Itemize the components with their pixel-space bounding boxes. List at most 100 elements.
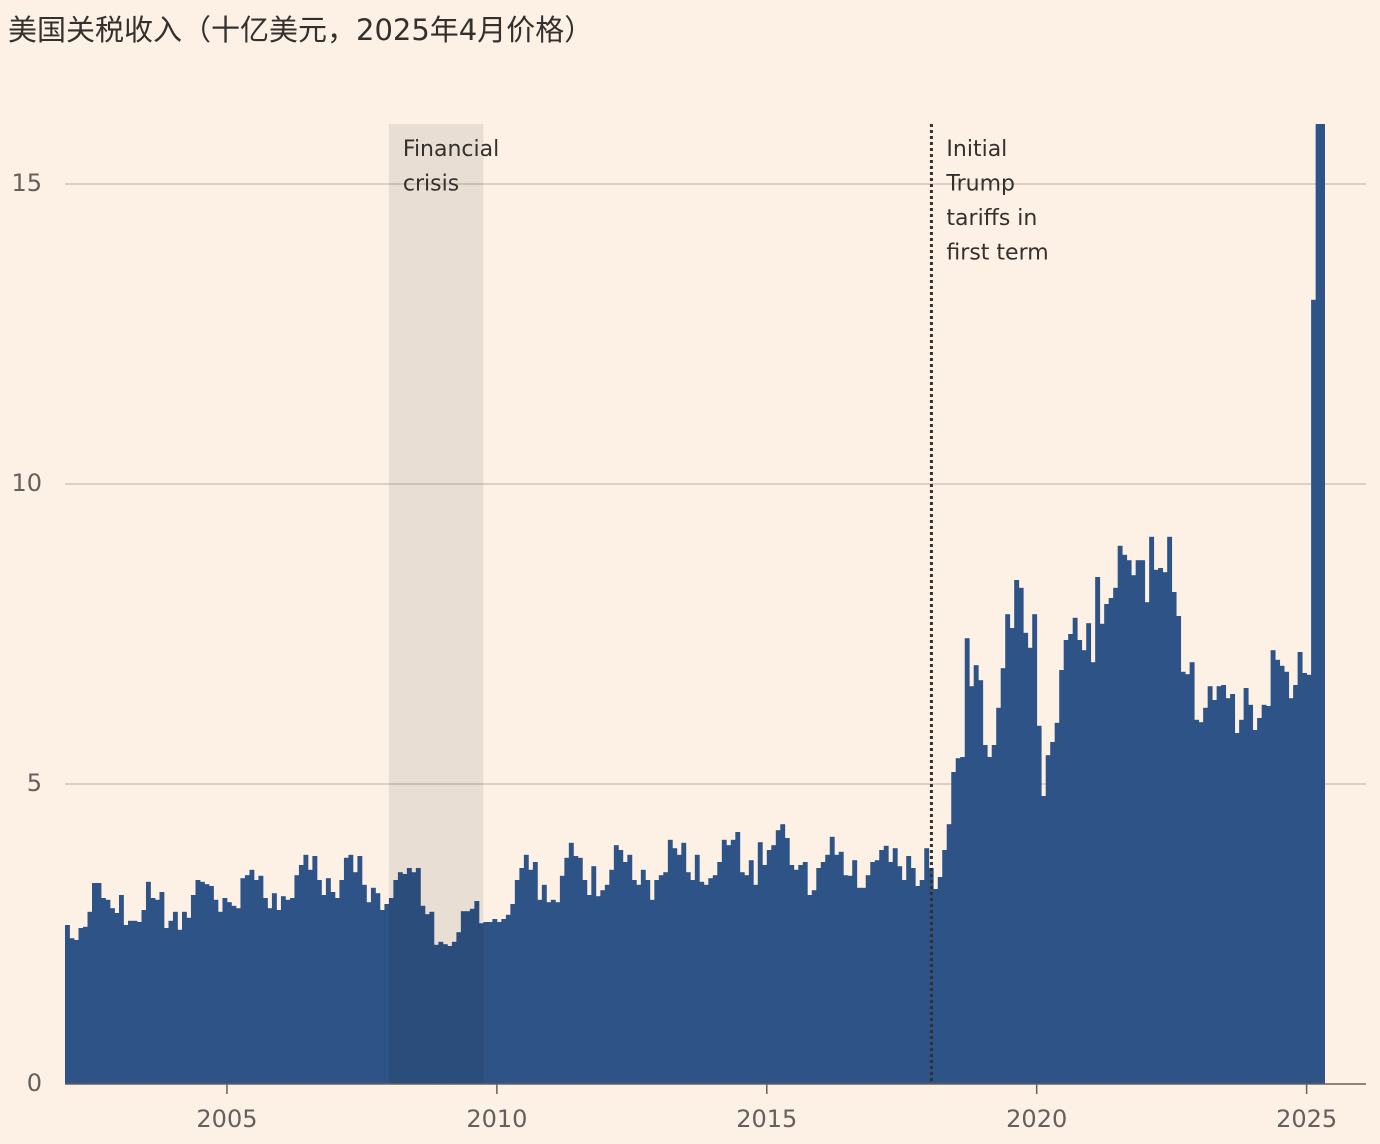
bar [312,856,318,1084]
bar [366,902,372,1084]
bar [699,881,705,1084]
bar [1090,662,1096,1084]
x-tick-label: 2010 [466,1105,527,1133]
bar [1140,560,1146,1084]
bar [1261,704,1267,1084]
bar [667,839,673,1084]
bar [708,878,714,1084]
bar [217,911,223,1084]
bar [483,922,489,1084]
x-tick-label: 2025 [1276,1105,1337,1133]
bar [1297,652,1303,1084]
bar [1293,685,1299,1084]
bar [870,862,876,1084]
bar [1063,640,1069,1084]
bar [960,757,966,1084]
chart-title: 美国关税收入（十亿美元，2025年4月价格） [8,13,593,47]
bar [1266,706,1272,1084]
bar [627,854,633,1084]
bar [1135,560,1141,1084]
bar [1009,628,1015,1084]
bar [1050,742,1056,1084]
bar [973,665,979,1084]
x-tick-label: 2020 [1006,1105,1067,1133]
bar [375,893,381,1084]
bar [240,878,246,1084]
bar [298,865,304,1084]
bar [258,875,264,1084]
bar [1077,640,1083,1084]
bar [771,845,777,1084]
bar [820,862,826,1084]
bar [964,638,970,1084]
bar [946,824,952,1084]
bar [69,938,75,1084]
bar [523,854,529,1084]
bar [672,848,678,1084]
bar [370,887,376,1084]
bar [244,875,250,1084]
annotation: first term [946,241,1048,266]
bar [766,850,772,1084]
y-tick-label: 5 [27,769,42,797]
bar [1032,614,1038,1084]
y-tick-label: 15 [11,169,42,197]
bar [582,880,588,1084]
bar [204,884,210,1084]
bar [226,902,232,1084]
bar [1212,700,1218,1084]
bar [361,884,367,1084]
bar [271,893,277,1084]
bar [1198,722,1204,1084]
bar [487,922,493,1084]
bar [1207,686,1213,1084]
bar [595,896,601,1084]
bar [609,869,615,1084]
bar [748,860,754,1084]
bar [213,899,219,1084]
bar [181,911,187,1084]
bar [528,869,534,1084]
bar [1252,730,1258,1084]
bar [384,904,390,1084]
bar [1005,614,1011,1084]
bar [1104,604,1110,1084]
bar [1216,686,1222,1084]
bar [1302,673,1308,1084]
bar [91,883,97,1084]
bar [874,860,880,1084]
bar [798,865,804,1084]
bar [1117,545,1123,1084]
bar [379,910,385,1084]
bar [1072,617,1078,1084]
bar [793,869,799,1084]
bar [1122,554,1128,1084]
bar [568,842,574,1084]
bar [289,898,295,1084]
bar [663,872,669,1084]
bar [604,884,610,1084]
bar [654,880,660,1084]
x-tick-label: 2005 [196,1105,257,1133]
bar [834,854,840,1084]
bar [807,895,813,1084]
bar [1315,124,1321,1084]
bar [573,856,579,1084]
bar [285,899,291,1084]
bar [937,877,943,1084]
bar [631,880,637,1084]
bar [1230,694,1236,1084]
bar [208,886,214,1084]
bar [339,880,345,1084]
bar [811,890,817,1084]
bar [505,914,511,1084]
bar [1095,577,1101,1084]
bar [564,857,570,1084]
bar [1203,707,1209,1084]
bar [1279,665,1285,1084]
bar [65,925,70,1084]
bar [1171,592,1177,1084]
annotation: Initial [946,137,1007,162]
bar [591,866,597,1084]
